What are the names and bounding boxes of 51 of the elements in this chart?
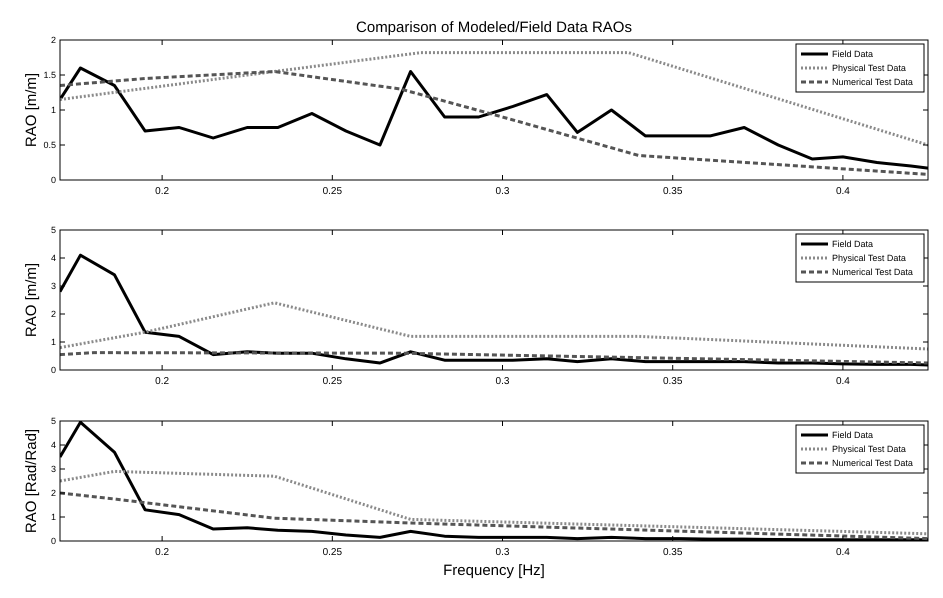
x-tick-label: 0.35 xyxy=(662,376,683,387)
legend-label: Physical Test Data xyxy=(832,253,906,263)
y-tick-label: 2 xyxy=(50,309,56,319)
line-series xyxy=(60,301,928,350)
x-tick-label: 0.2 xyxy=(155,376,170,387)
x-tick-label: 0.4 xyxy=(836,547,850,558)
legend-label: Field Data xyxy=(832,239,874,249)
y-axis-title: RAO [m/m] xyxy=(23,262,40,338)
legend-label: Physical Test Data xyxy=(832,444,906,454)
y-tick-label: 0.5 xyxy=(43,140,56,150)
line-series xyxy=(60,470,928,536)
legend-label: Numerical Test Data xyxy=(832,267,913,277)
line-series xyxy=(60,492,928,540)
line-series xyxy=(60,51,928,146)
x-tick-label: 0.35 xyxy=(662,547,683,558)
y-tick-label: 2 xyxy=(50,488,56,498)
x-tick-label: 0.25 xyxy=(322,376,342,387)
y-tick-label: 4 xyxy=(50,253,56,263)
x-tick-label: 0.4 xyxy=(836,376,850,387)
legend-label: Field Data xyxy=(832,430,874,440)
x-tick-label: 0.2 xyxy=(155,186,170,197)
y-axis-title: RAO [Rad/Rad] xyxy=(23,428,40,534)
x-tick-label: 0.25 xyxy=(322,547,342,558)
line-series xyxy=(60,351,928,364)
y-axis-title: RAO [m/m] xyxy=(23,72,40,148)
x-tick-label: 0.25 xyxy=(322,186,342,197)
y-tick-label: 1 xyxy=(50,337,56,347)
x-tick-label: 0.3 xyxy=(496,186,510,197)
y-tick-label: 5 xyxy=(50,225,56,235)
x-tick-label: 0.4 xyxy=(836,186,850,197)
legend-label: Numerical Test Data xyxy=(832,458,913,468)
x-tick-label: 0.3 xyxy=(496,376,510,387)
y-tick-label: 2 xyxy=(50,35,56,45)
chart-title: Comparison of Modeled/Field Data RAOs xyxy=(356,19,632,36)
y-tick-label: 3 xyxy=(50,281,56,291)
y-tick-label: 0 xyxy=(50,365,56,375)
x-tick-label: 0.35 xyxy=(662,186,683,197)
x-axis-title: Frequency [Hz] xyxy=(443,562,545,579)
legend-label: Field Data xyxy=(832,49,874,59)
y-tick-label: 3 xyxy=(50,464,56,474)
y-tick-label: 0 xyxy=(50,536,56,546)
legend-label: Numerical Test Data xyxy=(832,77,913,87)
y-tick-label: 5 xyxy=(50,416,56,426)
y-tick-label: 4 xyxy=(50,440,56,450)
y-tick-label: 1 xyxy=(50,512,56,522)
y-tick-label: 1 xyxy=(50,105,56,115)
x-tick-label: 0.3 xyxy=(496,547,510,558)
legend-label: Physical Test Data xyxy=(832,63,906,73)
y-tick-label: 1.5 xyxy=(43,70,56,80)
x-tick-label: 0.2 xyxy=(155,547,170,558)
y-tick-label: 0 xyxy=(50,175,56,185)
